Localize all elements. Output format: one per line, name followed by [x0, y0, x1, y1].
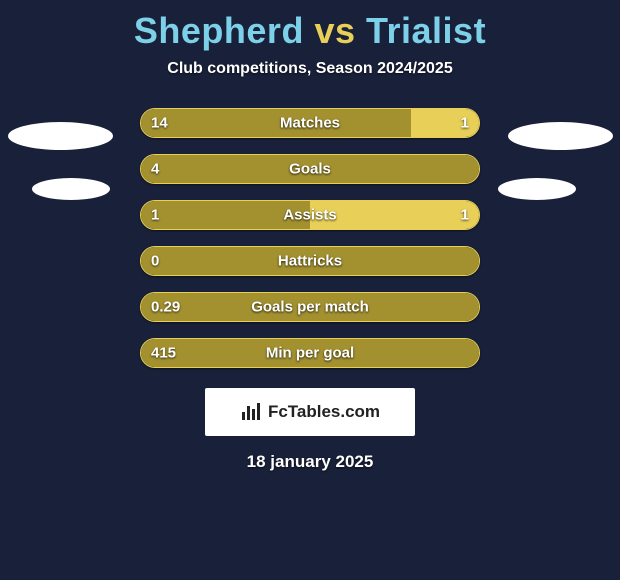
bar-chart-icon — [240, 402, 262, 422]
stat-row: 14 1 Matches — [140, 108, 480, 138]
player2-name: Trialist — [366, 10, 486, 51]
comparison-title: Shepherd vs Trialist — [0, 0, 620, 52]
stat-value-right: 1 — [461, 115, 469, 132]
stat-label: Goals — [289, 161, 331, 178]
stat-value-left: 14 — [151, 115, 168, 132]
decorative-ellipse-2 — [508, 122, 613, 150]
decorative-ellipse-1 — [32, 178, 110, 200]
stat-row: 0 Hattricks — [140, 246, 480, 276]
subtitle-text: Club competitions, Season 2024/2025 — [0, 60, 620, 78]
stat-bars: 14 1 Matches 4 Goals 1 1 Assists 0 Hattricks 0.29 G… — [140, 108, 480, 368]
badge-text: FcTables.com — [268, 402, 380, 422]
stat-label: Hattricks — [278, 253, 342, 270]
vs-word: vs — [314, 10, 355, 51]
stat-value-left: 0 — [151, 253, 159, 270]
decorative-ellipse-0 — [8, 122, 113, 150]
stat-row: 1 1 Assists — [140, 200, 480, 230]
stat-label: Matches — [280, 115, 340, 132]
stat-value-left: 1 — [151, 207, 159, 224]
decorative-ellipse-3 — [498, 178, 576, 200]
player1-name: Shepherd — [134, 10, 304, 51]
stat-value-left: 415 — [151, 345, 176, 362]
stat-value-right: 1 — [461, 207, 469, 224]
stat-label: Assists — [283, 207, 336, 224]
stat-label: Min per goal — [266, 345, 354, 362]
stat-row: 415 Min per goal — [140, 338, 480, 368]
date-text: 18 january 2025 — [0, 452, 620, 472]
stat-row: 0.29 Goals per match — [140, 292, 480, 322]
stat-value-left: 0.29 — [151, 299, 180, 316]
stat-bar-left — [141, 109, 411, 137]
chart-container: 14 1 Matches 4 Goals 1 1 Assists 0 Hattricks 0.29 G… — [0, 78, 620, 368]
source-badge[interactable]: FcTables.com — [205, 388, 415, 436]
stat-value-left: 4 — [151, 161, 159, 178]
stat-row: 4 Goals — [140, 154, 480, 184]
stat-label: Goals per match — [251, 299, 369, 316]
